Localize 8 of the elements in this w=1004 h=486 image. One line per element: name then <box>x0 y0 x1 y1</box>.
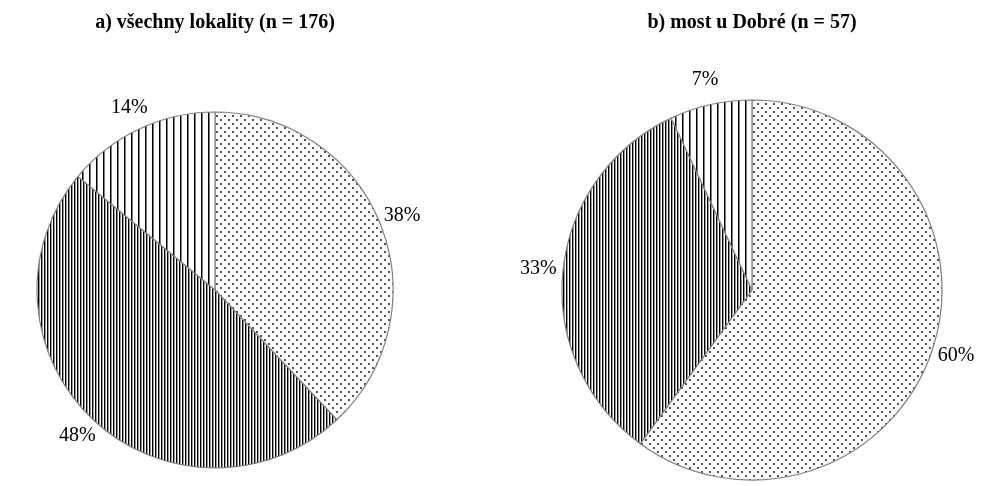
data-label: 14% <box>111 94 148 117</box>
data-label: 7% <box>691 67 719 90</box>
chart-title: a) všechny lokality (n = 176) <box>95 10 335 33</box>
data-label: 33% <box>519 256 557 279</box>
data-label: 60% <box>937 342 975 365</box>
chart-title: b) most u Dobré (n = 57) <box>647 10 857 33</box>
data-label: 38% <box>383 202 421 225</box>
data-label: 48% <box>58 423 96 446</box>
